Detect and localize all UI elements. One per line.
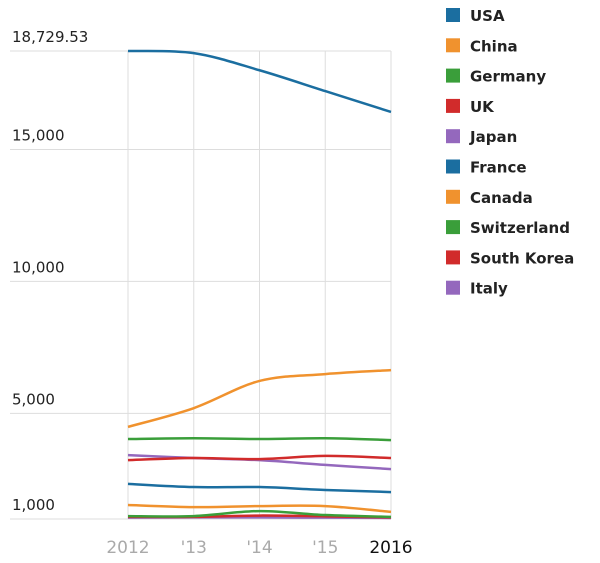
series-line-switzerland — [127, 509, 392, 519]
y-tick-label: 1,000 — [12, 496, 55, 514]
legend-item[interactable]: South Korea — [446, 249, 574, 267]
legend-label: France — [470, 159, 527, 177]
series-line-china — [127, 368, 392, 429]
series-line-usa — [127, 49, 392, 114]
x-tick-label: '15 — [312, 538, 338, 558]
legend-label: Germany — [470, 68, 546, 86]
y-tick-label: 5,000 — [12, 390, 55, 408]
x-axis: 2012 '13 '14 '15 2016 — [106, 538, 412, 558]
y-axis: 18,729.53 15,000 10,000 5,000 1,000 — [12, 28, 88, 514]
legend-item[interactable]: Japan — [446, 128, 517, 146]
legend-swatch — [446, 98, 460, 113]
y-tick-label: 15,000 — [12, 126, 65, 144]
y-tick-label: 10,000 — [12, 258, 65, 276]
legend: USA China Germany UK Japan France Canada Switze… — [446, 7, 574, 298]
legend-swatch — [446, 129, 460, 144]
legend-item[interactable]: France — [446, 159, 527, 177]
series-line-france — [127, 482, 392, 494]
legend-swatch — [446, 68, 460, 83]
x-tick-label: '14 — [246, 538, 272, 558]
legend-swatch — [446, 250, 460, 265]
x-tick-label: 2012 — [106, 538, 149, 558]
grid — [10, 50, 392, 520]
legend-label: Canada — [470, 189, 533, 207]
legend-swatch — [446, 38, 460, 53]
legend-item[interactable]: Germany — [446, 68, 546, 86]
legend-item[interactable]: Canada — [446, 189, 533, 207]
legend-swatch — [446, 280, 460, 295]
legend-label: USA — [470, 7, 505, 25]
legend-label: Japan — [469, 128, 517, 146]
legend-item[interactable]: UK — [446, 98, 495, 116]
legend-label: Switzerland — [470, 219, 570, 237]
legend-swatch — [446, 220, 460, 235]
legend-label: Italy — [470, 280, 508, 298]
series-line-germany — [127, 436, 392, 442]
series-lines — [127, 49, 392, 520]
x-tick-label: 2016 — [369, 538, 412, 558]
legend-label: China — [470, 37, 518, 55]
legend-label: South Korea — [470, 249, 574, 267]
legend-swatch — [446, 8, 460, 22]
series-line-canada — [127, 503, 392, 514]
legend-swatch — [446, 159, 460, 174]
legend-item[interactable]: Italy — [446, 280, 508, 298]
legend-item[interactable]: USA — [446, 7, 505, 25]
legend-item[interactable]: Switzerland — [446, 219, 570, 237]
y-tick-label: 18,729.53 — [12, 28, 88, 46]
legend-label: UK — [470, 98, 495, 116]
series-line-uk — [127, 454, 392, 462]
legend-item[interactable]: China — [446, 37, 518, 55]
x-tick-label: '13 — [181, 538, 207, 558]
legend-swatch — [446, 189, 460, 204]
